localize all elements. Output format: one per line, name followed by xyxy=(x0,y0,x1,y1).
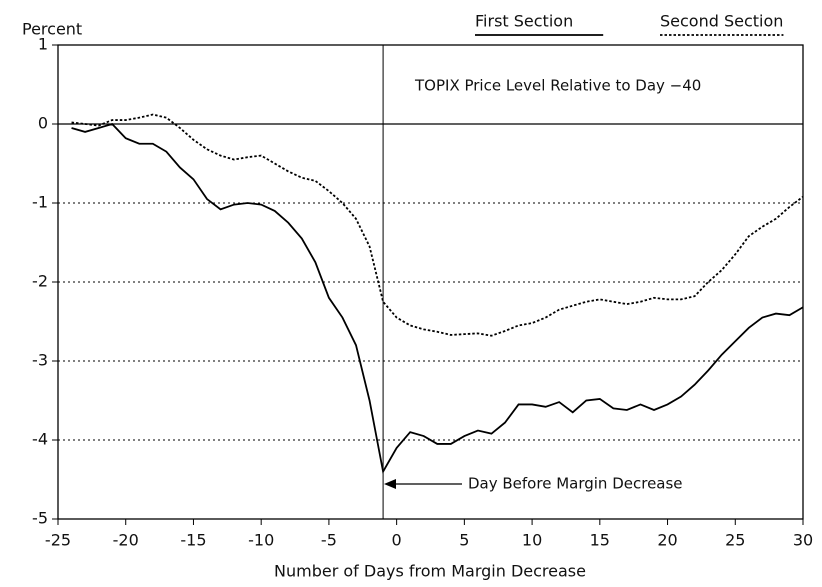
x-tick-label: -25 xyxy=(45,531,71,550)
y-tick-label: 0 xyxy=(38,114,48,133)
x-tick-label: 10 xyxy=(522,531,542,550)
x-tick-label: 20 xyxy=(657,531,677,550)
y-tick-label: -3 xyxy=(32,351,48,370)
x-axis-label: Number of Days from Margin Decrease xyxy=(274,562,586,581)
y-tick-label: -2 xyxy=(32,272,48,291)
x-tick-label: -20 xyxy=(113,531,139,550)
legend-label: Second Section xyxy=(660,12,783,31)
x-tick-label: 5 xyxy=(459,531,469,550)
x-tick-label: -15 xyxy=(180,531,206,550)
y-tick-label: -5 xyxy=(32,509,48,528)
y-tick-label: -4 xyxy=(32,430,48,449)
y-axis-label: Percent xyxy=(22,20,82,39)
x-tick-label: 15 xyxy=(590,531,610,550)
annotation: TOPIX Price Level Relative to Day −40 xyxy=(414,77,701,95)
x-tick-label: -5 xyxy=(321,531,337,550)
series-line xyxy=(71,113,804,337)
x-tick-label: 30 xyxy=(793,531,813,550)
y-tick-label: -1 xyxy=(32,193,48,212)
arrow-head xyxy=(384,479,396,489)
y-tick-label: 1 xyxy=(38,35,48,54)
x-tick-label: 25 xyxy=(725,531,745,550)
series-line xyxy=(71,122,804,475)
legend-label: First Section xyxy=(475,12,573,31)
x-tick-label: -10 xyxy=(248,531,274,550)
x-tick-label: 0 xyxy=(392,531,402,550)
vline-label: Day Before Margin Decrease xyxy=(468,475,683,493)
